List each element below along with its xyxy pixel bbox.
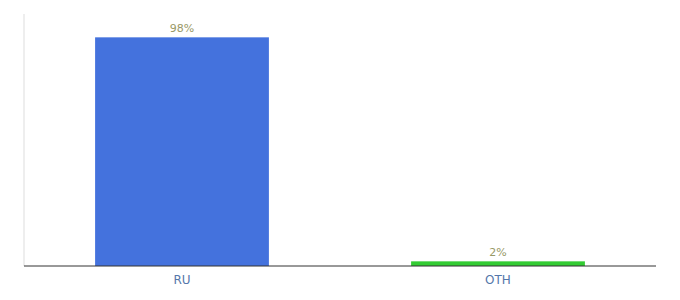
- bars: [95, 37, 585, 266]
- x-tick-label: OTH: [485, 273, 511, 287]
- x-axis-line: [24, 266, 656, 267]
- bar: [95, 37, 269, 266]
- chart: RU OTH 98% 2%: [0, 0, 680, 300]
- bar: [411, 261, 585, 266]
- chart-container: RU OTH 98% 2%: [0, 0, 680, 300]
- y-axis-line: [24, 14, 25, 266]
- data-label: 98%: [170, 22, 194, 35]
- x-tick-label: RU: [173, 273, 190, 287]
- data-label: 2%: [489, 246, 506, 259]
